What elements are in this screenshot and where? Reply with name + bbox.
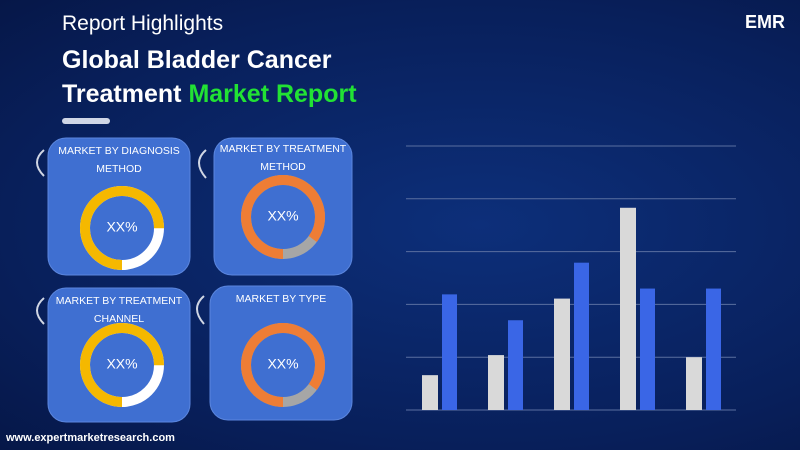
panel-title: MARKET BY TYPE: [235, 293, 327, 305]
footer-url: www.expertmarketresearch.com: [6, 432, 175, 444]
curved-arrow: [196, 295, 205, 325]
title-highlight: Market Report: [188, 80, 357, 108]
subtitle: Report Highlights: [62, 12, 224, 35]
bar: [442, 294, 457, 410]
ring-label: XX%: [106, 219, 137, 235]
panel-title: MARKET BY TREATMENT METHOD: [219, 143, 347, 173]
panel-title: MARKET BY TREATMENT CHANNEL: [55, 295, 183, 325]
logo: EMR: [745, 12, 785, 32]
ring-share: [241, 323, 325, 407]
bar: [508, 320, 523, 410]
title-underline: [62, 118, 110, 124]
ring-share: [241, 175, 325, 259]
title: Treatment Market Report: [62, 80, 357, 109]
bar: [706, 288, 721, 410]
title-part: Treatment: [62, 80, 182, 108]
title: Global Bladder Cancer: [62, 46, 332, 74]
curved-arrow: [36, 297, 45, 325]
bar: [488, 355, 504, 410]
bar: [422, 375, 438, 410]
bar: [574, 262, 589, 410]
bar: [554, 298, 570, 410]
bar: [640, 288, 655, 410]
ring-label: XX%: [267, 208, 298, 224]
ring-share: [80, 186, 164, 270]
ring-label: XX%: [106, 356, 137, 372]
curved-arrow: [198, 149, 207, 179]
ring-share: [80, 323, 164, 407]
bar: [686, 357, 702, 410]
ring-label: XX%: [267, 356, 298, 372]
panel-title: MARKET BY DIAGNOSIS METHOD: [58, 145, 180, 175]
bar: [620, 207, 636, 410]
curved-arrow: [36, 149, 45, 177]
